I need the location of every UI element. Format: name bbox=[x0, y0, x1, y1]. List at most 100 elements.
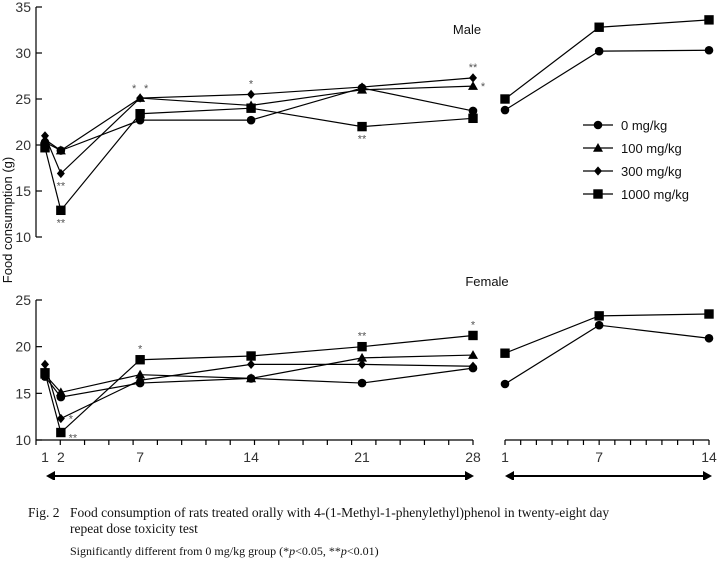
female-recovery-point-1000-mg-kg bbox=[500, 348, 510, 358]
female-admin-point-100-mg-kg bbox=[135, 369, 146, 379]
male-admin-point-0-mg-kg bbox=[246, 115, 256, 125]
male-admin-point-1000-mg-kg bbox=[135, 109, 145, 119]
male-admin-point-300-mg-kg bbox=[56, 168, 65, 179]
caption-line-1: Food consumption of rats treated orally … bbox=[70, 505, 610, 520]
male-significance-mark: ** bbox=[469, 62, 478, 74]
recovery-x-tick-label: 1 bbox=[501, 449, 509, 465]
female-significance-mark: ** bbox=[69, 433, 78, 445]
male-y-tick-label: 25 bbox=[15, 91, 31, 107]
admin-x-tick-label: 1 bbox=[41, 449, 49, 465]
recovery-period-arrow-right-arrowhead bbox=[703, 471, 712, 480]
female-admin-line-300-mg-kg bbox=[44, 363, 474, 420]
male-recovery-line-1000-mg-kg bbox=[504, 19, 710, 100]
male-admin-point-300-mg-kg bbox=[41, 131, 49, 141]
female-admin-line-1000-mg-kg bbox=[44, 334, 474, 434]
female-admin-point-0-mg-kg bbox=[357, 378, 367, 388]
male-recovery-point-1000-mg-kg bbox=[704, 15, 714, 25]
female-y-tick-label: 25 bbox=[15, 292, 31, 308]
admin-period-arrow-left-arrowhead bbox=[46, 471, 55, 480]
legend-label: 1000 mg/kg bbox=[621, 187, 689, 202]
female-significance-mark: * bbox=[471, 319, 476, 331]
male-admin-point-100-mg-kg bbox=[55, 145, 66, 155]
male-y-tick-label: 10 bbox=[15, 229, 31, 245]
female-admin-point-1000-mg-kg bbox=[135, 355, 145, 365]
male-y-tick-label: 30 bbox=[15, 45, 31, 61]
significance-note: Significantly different from 0 mg/kg gro… bbox=[70, 544, 379, 559]
male-admin-line-300-mg-kg bbox=[44, 77, 474, 175]
sig1-rest: <0.05, bbox=[295, 544, 329, 558]
female-y-tick-label: 20 bbox=[15, 339, 31, 355]
male-admin-point-1000-mg-kg bbox=[468, 113, 478, 124]
caption-line-2-wrap: repeat dose toxicity test bbox=[70, 521, 198, 537]
female-admin-point-100-mg-kg bbox=[246, 373, 257, 383]
female-admin-point-300-mg-kg bbox=[56, 413, 65, 424]
female-admin-point-1000-mg-kg bbox=[357, 341, 367, 352]
significance-prefix: Significantly different from 0 mg/kg gro… bbox=[70, 544, 284, 558]
female-significance-mark: ** bbox=[358, 331, 367, 343]
legend-label: 0 mg/kg bbox=[621, 118, 667, 133]
admin-x-tick-label: 21 bbox=[354, 449, 370, 465]
male-recovery-point-0-mg-kg bbox=[500, 105, 510, 115]
female-recovery-line-0-mg-kg bbox=[504, 324, 710, 385]
male-admin-point-0-mg-kg bbox=[468, 106, 478, 116]
male-admin-point-1000-mg-kg bbox=[40, 143, 50, 153]
sig1-p: p bbox=[289, 544, 296, 558]
y-axis-label: Food consumption (g) bbox=[0, 157, 15, 283]
legend-marker-100-mg-kg bbox=[593, 143, 603, 152]
female-recovery-point-1000-mg-kg bbox=[704, 309, 714, 319]
legend-marker-1000-mg-kg bbox=[593, 189, 603, 199]
female-admin-point-1000-mg-kg bbox=[56, 427, 66, 438]
female-admin-line-100-mg-kg bbox=[44, 354, 474, 394]
female-admin-point-1000-mg-kg bbox=[40, 368, 50, 378]
caption-line-2: repeat dose toxicity test bbox=[70, 521, 198, 536]
female-recovery-point-1000-mg-kg bbox=[594, 311, 604, 321]
recovery-period-arrow-left-arrowhead bbox=[505, 471, 514, 480]
legend-label: 100 mg/kg bbox=[621, 141, 682, 156]
male-admin-point-100-mg-kg bbox=[468, 81, 478, 90]
admin-period-arrow-right-arrowhead bbox=[465, 471, 474, 480]
male-panel-title: Male bbox=[453, 22, 481, 37]
recovery-x-tick-label: 7 bbox=[595, 449, 603, 465]
male-recovery-point-0-mg-kg bbox=[704, 45, 714, 55]
legend-marker-0-mg-kg bbox=[593, 120, 603, 130]
admin-x-tick-label: 7 bbox=[136, 449, 144, 465]
female-panel-title: Female bbox=[465, 274, 508, 289]
female-recovery-line-1000-mg-kg bbox=[504, 313, 710, 354]
admin-x-tick-label: 28 bbox=[465, 449, 481, 465]
female-y-tick-label: 15 bbox=[15, 385, 31, 401]
sig1-stars: * bbox=[283, 544, 290, 558]
female-significance-mark: * bbox=[69, 414, 74, 426]
male-y-tick-label: 35 bbox=[15, 0, 31, 15]
female-admin-point-300-mg-kg bbox=[136, 375, 145, 385]
male-admin-point-1000-mg-kg bbox=[56, 205, 66, 216]
female-recovery-point-0-mg-kg bbox=[704, 333, 714, 343]
female-admin-point-300-mg-kg bbox=[358, 359, 367, 369]
recovery-x-tick-label: 14 bbox=[701, 449, 717, 465]
sig2-stars: ** bbox=[328, 544, 341, 558]
sig2-p: p bbox=[340, 544, 347, 558]
male-recovery-point-1000-mg-kg bbox=[594, 22, 604, 32]
male-admin-line-1000-mg-kg bbox=[44, 107, 474, 212]
male-admin-point-1000-mg-kg bbox=[246, 103, 256, 113]
male-admin-point-1000-mg-kg bbox=[357, 121, 367, 132]
female-admin-point-300-mg-kg bbox=[469, 361, 477, 371]
male-admin-point-300-mg-kg bbox=[358, 82, 367, 92]
male-recovery-line-0-mg-kg bbox=[504, 49, 710, 111]
male-y-tick-label: 15 bbox=[15, 183, 31, 199]
male-admin-point-300-mg-kg bbox=[469, 73, 477, 83]
male-admin-point-300-mg-kg bbox=[136, 93, 145, 103]
female-recovery-point-0-mg-kg bbox=[594, 320, 604, 330]
female-significance-mark: * bbox=[138, 344, 143, 356]
male-significance-mark: ** bbox=[57, 181, 66, 193]
female-admin-point-1000-mg-kg bbox=[246, 351, 256, 361]
male-significance-mark: * bbox=[132, 83, 137, 95]
admin-x-tick-label: 2 bbox=[57, 449, 65, 465]
male-significance-mark: * bbox=[249, 78, 254, 90]
male-significance-mark: ** bbox=[57, 217, 66, 229]
female-admin-point-300-mg-kg bbox=[41, 359, 49, 369]
legend-label: 300 mg/kg bbox=[621, 164, 682, 179]
male-significance-mark: ** bbox=[358, 134, 367, 146]
female-admin-point-100-mg-kg bbox=[357, 352, 368, 362]
male-significance-mark: * bbox=[481, 81, 486, 93]
